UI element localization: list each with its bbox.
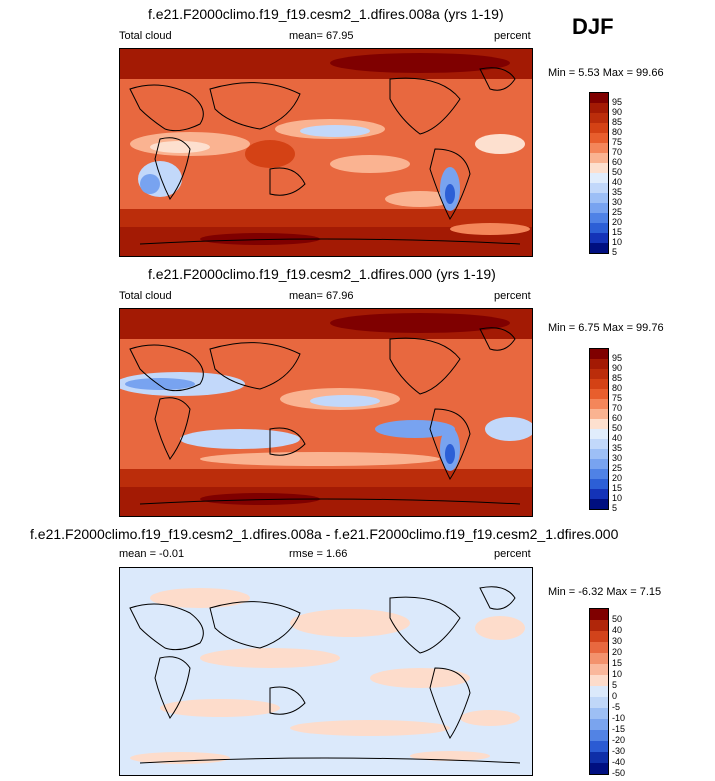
panel2-cb-label: 60 [612, 413, 623, 423]
panel2-cb-label: 20 [612, 473, 623, 483]
panel2-cb-label: 75 [612, 393, 623, 403]
panel2-cb-label: 35 [612, 443, 623, 453]
panel1-cb-label: 90 [612, 107, 623, 117]
panel3-cb-label: 5 [612, 680, 618, 690]
panel2-cb-label: 15 [612, 483, 623, 493]
panel2-cb-label: 5 [612, 503, 618, 513]
panel3-colorbar [589, 608, 609, 775]
panel1-cb-label: 25 [612, 207, 623, 217]
panel3-cb-label: -10 [612, 713, 626, 723]
panel2-cb-label: 40 [612, 433, 623, 443]
panel3-cb-label: -5 [612, 702, 621, 712]
panel2-cb-label: 10 [612, 493, 623, 503]
panel3-cb-label: -15 [612, 724, 626, 734]
panel3-rmse-label: rmse = 1.66 [289, 548, 348, 560]
panel2-cb-label: 25 [612, 463, 623, 473]
panel2-mean-label: mean= 67.96 [289, 290, 354, 302]
panel1-cb-label: 60 [612, 157, 623, 167]
panel1-mean-label: mean= 67.95 [289, 30, 354, 42]
panel3-mean-label: mean = -0.01 [119, 548, 185, 560]
panel1-title: f.e21.F2000climo.f19_f19.cesm2_1.dfires.… [148, 6, 504, 22]
panel3-title: f.e21.F2000climo.f19_f19.cesm2_1.dfires.… [30, 526, 619, 542]
panel3-cb-label: 10 [612, 669, 623, 679]
panel1-cb-label: 75 [612, 137, 623, 147]
panel3-units-label: percent [494, 548, 531, 560]
panel1-cb-label: 85 [612, 117, 623, 127]
panel2-minmax: Min = 6.75 Max = 99.76 [548, 322, 664, 334]
panel3-cb-label: 15 [612, 658, 623, 668]
panel1-cb-label: 40 [612, 177, 623, 187]
panel3-minmax: Min = -6.32 Max = 7.15 [548, 586, 662, 598]
panel2-cb-label: 80 [612, 383, 623, 393]
panel3-cb-label: -20 [612, 735, 626, 745]
panel1-map [119, 48, 533, 257]
panel3-map [119, 567, 533, 776]
panel1-cb-label: 95 [612, 97, 623, 107]
panel1-units-label: percent [494, 30, 531, 42]
panel3-cb-label: 40 [612, 625, 623, 635]
panel3-cb-label: 50 [612, 614, 623, 624]
panel1-cb-label: 50 [612, 167, 623, 177]
panel2-cb-label: 85 [612, 373, 623, 383]
panel1-colorbar [589, 92, 609, 254]
panel1-cb-label: 70 [612, 147, 623, 157]
panel1-cb-label: 20 [612, 217, 623, 227]
panel2-units-label: percent [494, 290, 531, 302]
panel1-minmax: Min = 5.53 Max = 99.66 [548, 67, 664, 79]
panel1-cb-label: 5 [612, 247, 618, 257]
panel3-cb-label: -50 [612, 768, 626, 778]
season-label: DJF [572, 14, 614, 39]
panel3-cb-label: 20 [612, 647, 623, 657]
panel3-cb-label: 30 [612, 636, 623, 646]
panel2-colorbar [589, 348, 609, 510]
panel2-cb-label: 30 [612, 453, 623, 463]
panel1-cb-label: 15 [612, 227, 623, 237]
panel1-variable-label: Total cloud [119, 30, 172, 42]
panel2-cb-label: 95 [612, 353, 623, 363]
panel2-cb-label: 50 [612, 423, 623, 433]
panel3-cb-label: -40 [612, 757, 626, 767]
panel1-cb-label: 35 [612, 187, 623, 197]
panel1-cb-label: 30 [612, 197, 623, 207]
panel2-cb-label: 70 [612, 403, 623, 413]
panel2-variable-label: Total cloud [119, 290, 172, 302]
panel2-title: f.e21.F2000climo.f19_f19.cesm2_1.dfires.… [148, 266, 496, 282]
panel3-cb-label: 0 [612, 691, 618, 701]
panel2-map [119, 308, 533, 517]
panel1-cb-label: 80 [612, 127, 623, 137]
panel3-cb-label: -30 [612, 746, 626, 756]
panel1-cb-label: 10 [612, 237, 623, 247]
panel2-cb-label: 90 [612, 363, 623, 373]
